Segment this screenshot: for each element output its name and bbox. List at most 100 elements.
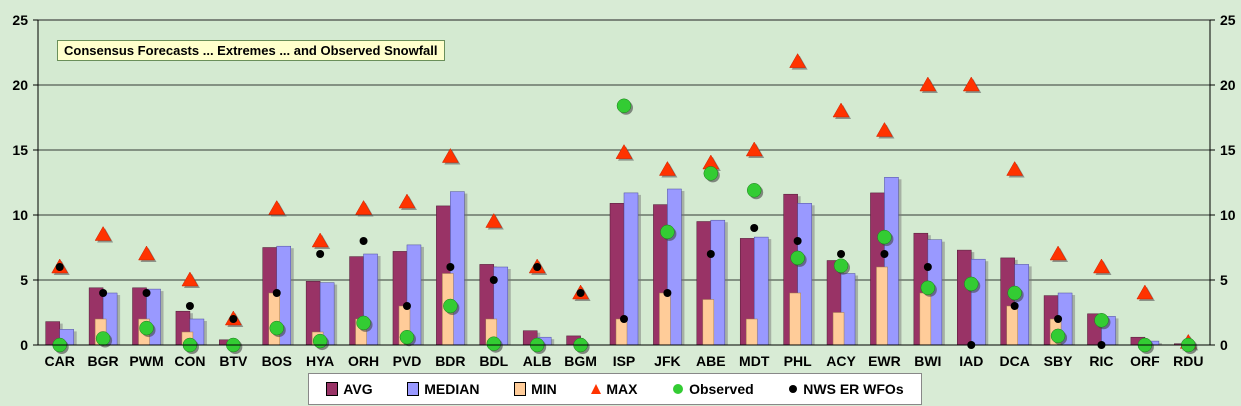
y-tick-label-right: 10 [1220,207,1236,223]
nws-marker [55,263,64,271]
legend-label-median: MEDIAN [424,381,480,397]
nws-marker [316,250,325,258]
x-tick-label: ABE [696,353,726,369]
observed-marker [95,331,111,346]
nws-marker [99,289,108,297]
observed-marker [1094,313,1109,328]
bar-min [659,292,671,346]
x-tick-label: BDL [479,353,508,369]
x-tick-label: RDU [1173,353,1203,369]
legend-item-observed: Observed [672,381,754,397]
bar-min [919,292,932,346]
max-marker [789,53,807,68]
nws-marker [750,224,759,232]
nws-marker [142,289,151,297]
nws-marker [402,302,411,310]
observed-marker [1050,328,1066,344]
y-tick-label-right: 15 [1220,142,1236,158]
y-tick-label-left: 25 [12,12,28,28]
y-tick-label-left: 15 [12,142,28,158]
bar-min [702,299,715,346]
x-tick-label: BOS [262,353,292,369]
legend-label-avg: AVG [343,381,373,397]
nws-marker [229,315,238,323]
y-tick-label-right: 25 [1220,12,1236,28]
observed-marker [269,320,284,336]
nws-marker [489,276,498,284]
x-tick-label: DCA [999,353,1029,369]
x-tick-label: EWR [868,353,901,369]
max-marker [962,76,980,92]
observed-marker [746,183,762,198]
y-tick-label-left: 0 [20,337,28,353]
max-marker [181,271,199,287]
legend-item-min: MIN [514,381,557,397]
x-tick-label: IAD [959,353,983,369]
nws-marker [576,289,585,297]
x-tick-label: ORF [1130,353,1160,369]
observed-marker [312,333,328,349]
bar-min [876,266,888,346]
max-marker [485,212,503,228]
bar-min [615,318,628,346]
observed-marker [399,329,415,345]
x-tick-label: PHL [784,353,812,369]
max-marker [615,144,633,159]
max-marker [1136,284,1154,300]
x-tick-label: CAR [45,353,75,369]
nws-marker [359,237,368,245]
x-tick-label: PVD [393,353,422,369]
max-marker [919,76,937,92]
observed-marker [443,298,458,314]
markers [51,53,1199,354]
nws-marker [1054,315,1063,323]
max-marker [658,160,676,176]
nws-marker [706,250,715,258]
y-tick-label-left: 10 [12,207,28,223]
legend: AVG MEDIAN MIN MAX Observed NWS ER WFOs [308,373,922,405]
x-tick-label: ACY [826,353,856,369]
max-marker [745,141,763,157]
nws-marker [446,263,455,271]
max-marker [138,245,155,261]
max-marker [268,199,286,215]
legend-item-median: MEDIAN [407,381,479,397]
max-marker [1006,160,1024,176]
legend-swatch-median [407,382,420,396]
observed-marker [1007,285,1022,301]
max-marker [832,102,850,118]
observed-marker [660,224,675,240]
x-tick-label: ALB [523,353,552,369]
legend-item-max: MAX [591,381,637,397]
legend-green-dot-icon [673,384,684,394]
observed-marker [139,320,154,336]
nws-marker [185,302,194,310]
nws-marker [837,250,846,258]
x-tick-label: JFK [654,353,680,369]
x-tick-label: BDR [435,353,465,369]
legend-swatch-min [514,382,527,396]
y-tick-label-left: 5 [20,272,28,288]
x-tick-label: ISP [613,353,636,369]
chart-title: Consensus Forecasts ... Extremes ... and… [57,40,445,61]
nws-marker [620,315,628,323]
x-tick-label: BGR [88,353,119,369]
observed-marker [833,258,849,273]
max-marker [355,199,372,215]
legend-label-nws: NWS ER WFOs [803,381,904,397]
max-marker [311,232,329,248]
observed-marker [703,166,719,181]
observed-marker [920,280,936,296]
max-marker [876,121,893,137]
max-marker [398,193,416,209]
x-tick-label: HYA [306,353,334,369]
x-tick-label: SBY [1044,353,1073,369]
y-tick-label-left: 20 [12,77,28,93]
x-tick-label: BTV [219,353,248,369]
legend-triangle-icon [591,384,602,394]
max-marker [94,225,112,241]
observed-marker [356,315,371,331]
bar-median [971,258,986,346]
